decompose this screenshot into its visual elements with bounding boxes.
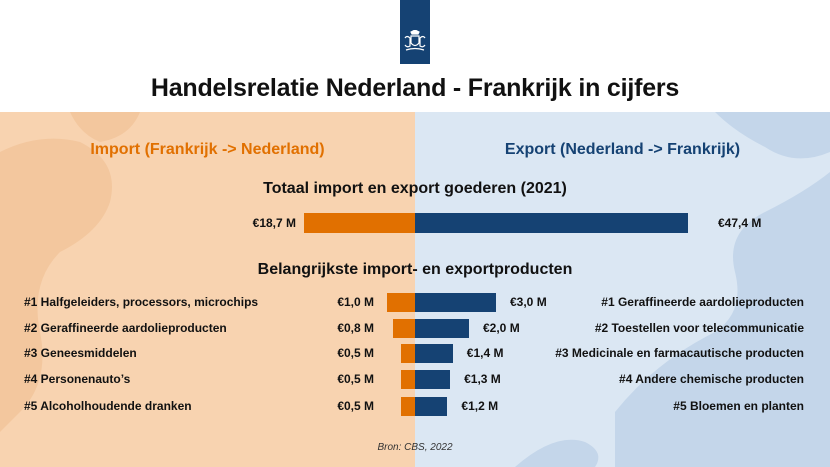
export-product-label: #5 Bloemen en planten [673,399,804,413]
import-product-value: €0,5 M [337,372,374,386]
import-product-label: #4 Personenauto’s [24,372,131,386]
map-silhouette-left [0,112,140,432]
export-product-label: #3 Medicinale en farmacautische producte… [555,346,804,360]
export-bar [415,344,453,363]
import-panel [0,112,415,467]
import-product-value: €0,5 M [337,346,374,360]
export-product-label: #4 Andere chemische producten [619,372,804,386]
government-logo [400,0,430,64]
total-import-bar [304,213,415,233]
import-product-label: #3 Geneesmiddelen [24,346,137,360]
import-bar [401,370,415,389]
export-panel [415,112,830,467]
import-bar [387,293,415,312]
export-bar [415,319,469,338]
export-product-value: €2,0 M [483,321,520,335]
source-note: Bron: CBS, 2022 [377,442,453,453]
import-product-value: €0,8 M [337,321,374,335]
import-product-value: €0,5 M [337,399,374,413]
export-product-value: €1,4 M [466,346,504,360]
export-product-value: €3,0 M [510,295,547,309]
total-import-value: €18,7 M [252,216,296,230]
import-heading: Import (Frankrijk -> Nederland) [90,141,325,158]
export-heading: Export (Nederland -> Frankrijk) [504,141,741,158]
import-bar [392,319,415,338]
export-bar [415,397,448,416]
products-section-title: Belangrijkste import- en exportproducten [257,261,573,278]
export-bar [415,293,496,312]
export-bar [415,370,451,389]
total-section-title: Totaal import en export goederen (2021) [263,180,567,197]
coat-of-arms-icon [404,30,426,51]
export-product-label: #1 Geraffineerde aardolieproducten [601,295,804,309]
import-bar [401,344,415,363]
page-title: Handelsrelatie Nederland - Frankrijk in … [150,74,680,102]
export-product-label: #2 Toestellen voor telecommunicatie [594,321,804,335]
export-product-value: €1,3 M [464,372,501,386]
import-product-label: #2 Geraffineerde aardolieproducten [24,321,227,335]
total-export-value: €47,4 M [718,216,762,230]
map-silhouette-right [515,112,830,467]
import-product-label: #1 Halfgeleiders, processors, microchips [24,295,259,309]
total-export-bar [415,213,688,233]
import-product-label: #5 Alcoholhoudende dranken [24,399,192,413]
import-bar [401,397,415,416]
import-product-value: €1,0 M [337,295,374,309]
export-product-value: €1,2 M [461,399,499,413]
